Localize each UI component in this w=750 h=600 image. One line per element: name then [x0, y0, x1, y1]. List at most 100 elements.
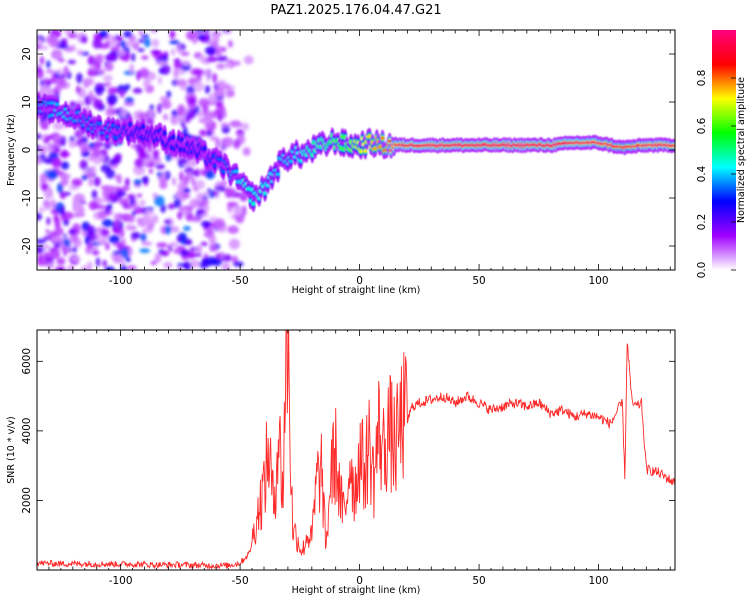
heatmap-cell	[74, 212, 79, 219]
heatmap-cell	[141, 241, 153, 246]
heatmap-cell	[149, 104, 154, 111]
heatmap-cell	[134, 158, 144, 169]
heatmap-cell	[120, 108, 127, 119]
heatmap-cell	[363, 149, 368, 153]
heatmap-cell	[120, 238, 127, 245]
heatmap-cell	[104, 266, 116, 270]
snr-xtick-label: 100	[589, 575, 609, 587]
heatmap-cell	[115, 41, 120, 52]
heatmap-cell	[164, 219, 172, 225]
spectrogram-heatmap	[37, 30, 675, 270]
heatmap-cell	[71, 256, 81, 261]
heatmap-cell	[84, 235, 90, 246]
heatmap-cell	[101, 218, 113, 228]
heatmap-cell	[43, 78, 54, 84]
snr-xtick-label: 0	[356, 575, 363, 587]
heatmap-cell	[171, 135, 176, 139]
heatmap-cell	[154, 195, 165, 207]
heatmap-cell	[221, 124, 230, 134]
heatmap-cell	[167, 203, 175, 210]
heatmap-cell	[174, 248, 181, 255]
heatmap-cell	[196, 74, 202, 80]
heatmap-cell	[69, 136, 75, 142]
heatmap-cell	[141, 215, 150, 226]
heatmap-cell	[37, 156, 43, 165]
heatmap-cell	[40, 182, 49, 192]
heatmap-cell	[121, 185, 130, 191]
heatmap-cell	[234, 170, 239, 173]
heatmap-cell	[60, 161, 70, 170]
heatmap-cell	[118, 198, 125, 205]
heatmap-cell	[161, 64, 171, 75]
heatmap-cell	[69, 228, 76, 236]
heatmap-cell	[221, 170, 226, 174]
heatmap-cell	[80, 35, 88, 44]
heatmap-cell	[72, 246, 77, 253]
heatmap-cell	[117, 49, 126, 56]
heatmap-cell	[190, 259, 200, 268]
heatmap-cell	[137, 112, 148, 118]
heatmap-cell	[54, 266, 66, 270]
heatmap-cell	[105, 40, 111, 48]
heatmap-cell	[130, 231, 141, 240]
spectrogram-ytick-label: -20	[21, 237, 33, 254]
heatmap-cell	[209, 136, 219, 141]
heatmap-cell	[150, 260, 157, 266]
heatmap-cell	[161, 171, 166, 181]
heatmap-cell	[137, 48, 145, 53]
heatmap-cell	[112, 254, 124, 264]
heatmap-cell	[148, 168, 153, 174]
heatmap-cell	[39, 173, 48, 183]
heatmap-cell	[175, 190, 184, 196]
colorbar-tick-label: 0.6	[696, 117, 708, 134]
heatmap-cell	[76, 49, 84, 56]
heatmap-cell	[139, 248, 151, 254]
heatmap-cell	[106, 61, 114, 72]
heatmap-ridge	[37, 91, 675, 213]
heatmap-cell	[155, 163, 165, 170]
snr-panel: -100 -50 0 50 100 2000 4000 6000 Height of stra…	[6, 329, 676, 596]
heatmap-cell	[119, 89, 125, 98]
heatmap-cell	[154, 253, 162, 263]
colorbar-ticks: 0.0 0.2 0.4 0.6 0.8	[696, 70, 736, 278]
heatmap-cell	[243, 126, 249, 131]
heatmap-cell	[182, 188, 191, 193]
heatmap-cell	[97, 122, 103, 126]
snr-ytick-label: 4000	[21, 418, 33, 445]
heatmap-cell	[177, 104, 185, 116]
heatmap-cell	[195, 179, 206, 190]
heatmap-cell	[60, 177, 69, 187]
heatmap-cell	[156, 242, 168, 249]
heatmap-cell	[205, 30, 210, 34]
spectrogram-ytick-label: 0	[21, 147, 33, 154]
heatmap-cell	[51, 49, 63, 60]
heatmap-cell	[163, 51, 169, 57]
heatmap-cell	[211, 30, 222, 38]
heatmap-cell	[69, 101, 77, 108]
heatmap-cell	[214, 109, 223, 115]
heatmap-cell	[97, 210, 107, 220]
heatmap-cell	[179, 171, 184, 182]
heatmap-cell	[160, 100, 172, 110]
heatmap-cell	[170, 48, 176, 56]
heatmap-cell	[92, 99, 103, 109]
heatmap-cell	[74, 130, 84, 138]
heatmap-cell	[275, 172, 281, 176]
spectrogram-ytick-label: 20	[21, 47, 33, 60]
heatmap-cell	[37, 144, 40, 152]
heatmap-cell	[233, 205, 243, 217]
heatmap-cell	[173, 67, 180, 79]
heatmap-cell	[140, 232, 147, 242]
heatmap-cell	[102, 259, 107, 267]
heatmap-cell	[50, 199, 56, 210]
heatmap-cell	[91, 249, 100, 256]
heatmap-cell	[138, 30, 144, 36]
heatmap-cell	[197, 111, 203, 118]
heatmap-cell	[37, 44, 42, 50]
heatmap-cell	[177, 158, 189, 164]
heatmap-cell	[180, 51, 190, 56]
heatmap-cell	[150, 49, 161, 55]
heatmap-cell	[262, 191, 268, 195]
heatmap-cell	[229, 120, 242, 128]
heatmap-cell	[129, 63, 134, 74]
